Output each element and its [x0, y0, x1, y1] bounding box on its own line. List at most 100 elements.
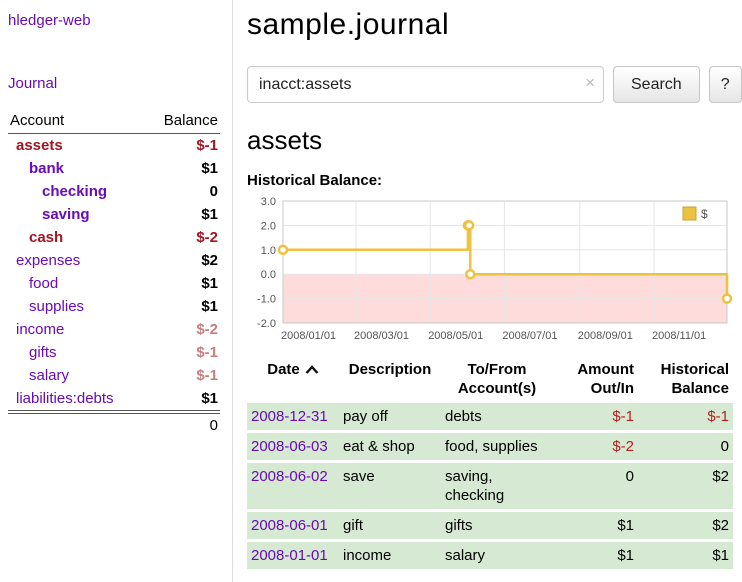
account-row: gifts $-1: [8, 341, 220, 364]
accounts-total-row: 0: [8, 410, 220, 437]
date-cell: 2008-06-01: [247, 512, 339, 539]
account-link-salary[interactable]: salary: [29, 367, 70, 384]
account-balance: $1: [201, 206, 218, 223]
date-cell: 2008-06-03: [247, 433, 339, 460]
chart-legend: $: [679, 204, 724, 224]
balance-cell: $-1: [638, 403, 733, 430]
account-row: expenses $2: [8, 249, 220, 272]
account-link-food[interactable]: food: [29, 275, 59, 292]
account-balance: $-1: [196, 344, 218, 361]
svg-text:2008/07/01: 2008/07/01: [502, 330, 557, 342]
account-row: bank $1: [8, 157, 220, 180]
transaction-date-link[interactable]: 2008-12-31: [251, 408, 328, 425]
account-row: salary $-1: [8, 364, 220, 387]
svg-text:1.0: 1.0: [261, 245, 276, 257]
transaction-date-link[interactable]: 2008-01-01: [251, 547, 328, 564]
transaction-date-link[interactable]: 2008-06-02: [251, 468, 328, 485]
transaction-row[interactable]: 2008-06-01 gift gifts $1 $2: [247, 512, 733, 539]
amount-cell: 0: [553, 463, 638, 509]
column-header-to-from-account-s-[interactable]: To/From Account(s): [457, 361, 537, 397]
amount-cell: $1: [553, 542, 638, 569]
help-button[interactable]: ?: [708, 66, 742, 103]
account-link-cash[interactable]: cash: [29, 229, 64, 246]
main-panel: sample.journal × Search ? assets Histori…: [233, 0, 742, 582]
description-cell: save: [339, 463, 441, 509]
balance-cell: $2: [638, 463, 733, 509]
svg-text:2008/11/01: 2008/11/01: [652, 330, 706, 342]
balance-cell: $1: [638, 542, 733, 569]
date-cell: 2008-01-01: [247, 542, 339, 569]
account-row: liabilities:debts $1: [8, 387, 220, 412]
account-balance: $-2: [196, 229, 218, 246]
svg-text:-1.0: -1.0: [257, 294, 276, 306]
date-cell: 2008-12-31: [247, 403, 339, 430]
transaction-row[interactable]: 2008-06-02 save saving, checking 0 $2: [247, 463, 733, 509]
description-cell: pay off: [339, 403, 441, 430]
account-row: food $1: [8, 272, 220, 295]
account-balance: $2: [201, 252, 218, 269]
account-row: checking 0: [8, 180, 220, 203]
search-box: ×: [247, 66, 604, 103]
account-balance: $1: [201, 160, 218, 177]
journal-link[interactable]: Journal: [8, 75, 58, 92]
column-header-historical-balance[interactable]: Historical Balance: [660, 361, 729, 397]
account-row: supplies $1: [8, 295, 220, 318]
svg-text:2008/03/01: 2008/03/01: [354, 330, 409, 342]
transaction-date-link[interactable]: 2008-06-03: [251, 438, 328, 455]
sort-ascending-icon: [305, 365, 319, 374]
transaction-date-link[interactable]: 2008-06-01: [251, 517, 328, 534]
page-title: sample.journal: [247, 8, 450, 41]
account-link-assets[interactable]: assets: [16, 137, 63, 154]
account-balance: $1: [201, 390, 218, 407]
account-row: cash $-2: [8, 226, 220, 249]
column-header-description[interactable]: Description: [348, 361, 432, 378]
search-input[interactable]: [247, 66, 604, 103]
clear-search-icon[interactable]: ×: [585, 73, 595, 92]
accounts-cell: saving, checking: [441, 463, 553, 509]
date-cell: 2008-06-02: [247, 463, 339, 509]
amount-cell: $-2: [553, 433, 638, 460]
accounts-cell: food, supplies: [441, 433, 553, 460]
account-balance: $-1: [196, 367, 218, 384]
chart-svg: $3.0 2.0 1.0 0.0 -1.0 -2.0 2008/01/01 2008/03/0…: [257, 196, 733, 342]
amount-cell: $1: [553, 512, 638, 539]
register-table: Date Description To/From Account(s) Amount …: [247, 357, 733, 572]
account-row: assets $-1: [8, 134, 220, 158]
chart-title: Historical Balance:: [247, 172, 383, 189]
account-balance: 0: [209, 183, 218, 200]
accounts-table: Account Balance assets $-1 bank $1 checking 0…: [8, 108, 220, 437]
account-link-supplies[interactable]: supplies: [29, 298, 85, 315]
column-header-date[interactable]: Date: [247, 360, 339, 400]
account-balance: $1: [201, 275, 218, 292]
svg-text:-2.0: -2.0: [257, 318, 276, 330]
svg-text:0.0: 0.0: [261, 269, 276, 281]
accounts-header-balance: Balance: [145, 108, 220, 134]
account-link-checking[interactable]: checking: [42, 183, 108, 200]
description-cell: income: [339, 542, 441, 569]
balance-cell: 0: [638, 433, 733, 460]
description-cell: eat & shop: [339, 433, 441, 460]
account-link-expenses[interactable]: expenses: [16, 252, 81, 269]
register-header-row: Date Description To/From Account(s) Amount …: [247, 360, 733, 400]
account-link-liabilitiesdebts[interactable]: liabilities:debts: [16, 390, 114, 407]
search-form: × Search ?: [247, 66, 742, 103]
account-row: income $-2: [8, 318, 220, 341]
app-title-link[interactable]: hledger-web: [8, 12, 91, 29]
transaction-row[interactable]: 2008-12-31 pay off debts $-1 $-1: [247, 403, 733, 430]
sidebar: hledger-web Journal Account Balance asse…: [0, 0, 233, 582]
account-link-income[interactable]: income: [16, 321, 65, 338]
account-row: saving $1: [8, 203, 220, 226]
account-balance: $1: [201, 298, 218, 315]
account-balance: $-1: [196, 137, 218, 154]
transaction-row[interactable]: 2008-01-01 income salary $1 $1: [247, 542, 733, 569]
transaction-row[interactable]: 2008-06-03 eat & shop food, supplies $-2 0: [247, 433, 733, 460]
svg-text:2008/01/01: 2008/01/01: [281, 330, 336, 342]
account-link-bank[interactable]: bank: [29, 160, 65, 177]
historical-balance-chart: $3.0 2.0 1.0 0.0 -1.0 -2.0 2008/01/01 2008/03/0…: [247, 195, 733, 347]
column-header-amount-out-in[interactable]: Amount Out/In: [577, 361, 634, 397]
account-link-gifts[interactable]: gifts: [29, 344, 57, 361]
account-link-saving[interactable]: saving: [42, 206, 90, 223]
search-button[interactable]: Search: [613, 66, 700, 103]
svg-text:2008/05/01: 2008/05/01: [428, 330, 483, 342]
amount-cell: $-1: [553, 403, 638, 430]
